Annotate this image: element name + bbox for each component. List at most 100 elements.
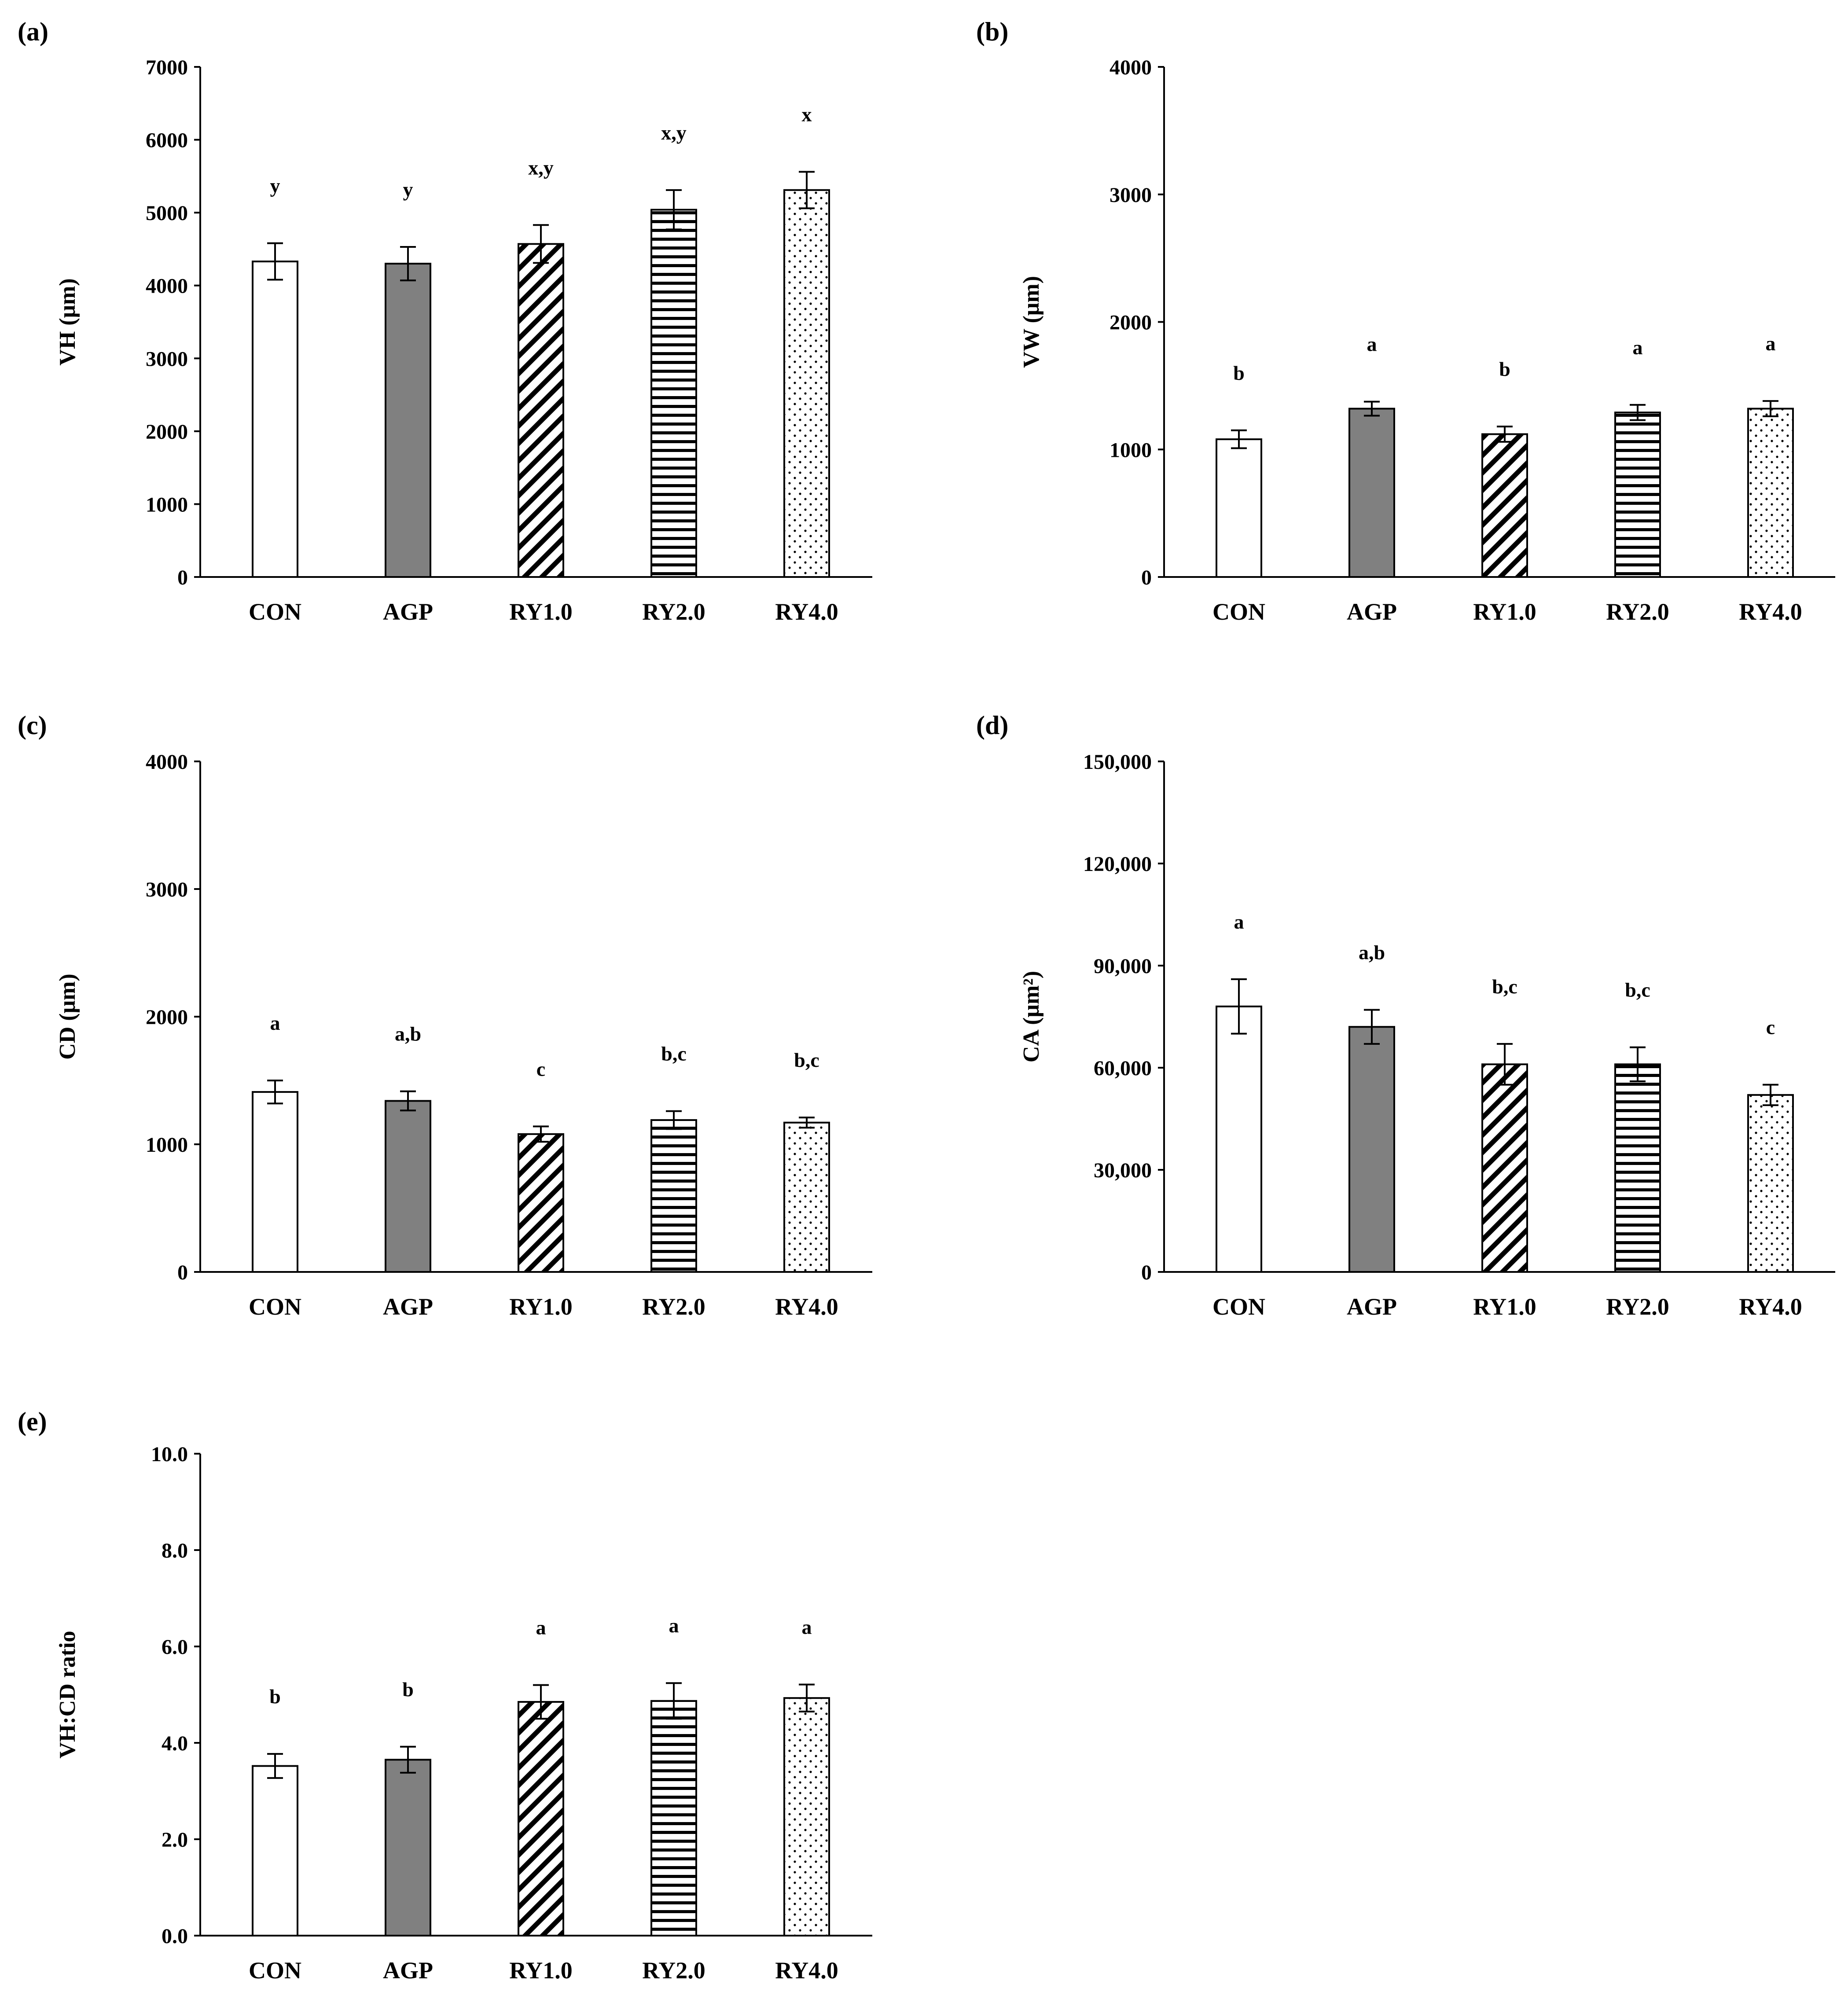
bar-con — [252, 261, 298, 578]
y-tick-label: 10.0 — [151, 1443, 188, 1466]
x-tick-label: RY4.0 — [775, 599, 838, 625]
significance-label: a — [270, 1012, 280, 1034]
bar-ry1-0 — [518, 1701, 564, 1937]
significance-label: a — [1234, 911, 1244, 933]
significance-label: x — [802, 103, 812, 125]
y-tick-label: 8.0 — [162, 1539, 188, 1562]
y-axis-title: VH (μm) — [55, 278, 80, 365]
y-tick-label: 3000 — [1110, 184, 1152, 207]
bar-ry2-0 — [1614, 1063, 1661, 1273]
y-tick-label: 4000 — [146, 275, 188, 298]
significance-label: a,b — [395, 1023, 421, 1045]
y-tick-label: 30,000 — [1094, 1159, 1152, 1182]
significance-label: c — [1766, 1016, 1775, 1039]
significance-label: c — [536, 1058, 545, 1080]
bar-con — [1216, 1005, 1262, 1273]
x-tick-label: AGP — [383, 1957, 433, 1984]
bar-con — [252, 1765, 298, 1937]
bar-ry1-0 — [518, 243, 564, 578]
bar-ry2-0 — [650, 1700, 697, 1937]
x-tick-label: RY1.0 — [509, 599, 573, 625]
bar-con — [252, 1091, 298, 1273]
significance-label: a — [536, 1617, 546, 1639]
x-tick-label: RY4.0 — [775, 1293, 838, 1320]
bar-ry2-0 — [1614, 412, 1661, 578]
chart-panel-d: (d) 0 30,000 60,000 90,000 120,000 150,000 CA (… — [976, 711, 1835, 1320]
bar-ry2-0 — [650, 1119, 697, 1273]
y-tick-label: 0 — [1141, 566, 1152, 589]
y-tick-label: 2000 — [146, 1006, 188, 1029]
x-tick-label: RY1.0 — [509, 1957, 573, 1984]
x-tick-label: RY2.0 — [642, 599, 705, 625]
panel-label: (e) — [18, 1407, 47, 1436]
y-tick-label: 5000 — [146, 202, 188, 225]
x-tick-label: RY2.0 — [642, 1293, 705, 1320]
significance-label: b — [1499, 358, 1510, 380]
y-tick-label: 4000 — [1110, 56, 1152, 79]
panel-label: (b) — [976, 17, 1008, 46]
y-tick-label: 4.0 — [162, 1732, 188, 1755]
y-tick-label: 6000 — [146, 129, 188, 152]
x-tick-label: RY2.0 — [642, 1957, 705, 1984]
x-tick-label: CON — [249, 599, 301, 625]
x-tick-label: CON — [1212, 1293, 1265, 1320]
y-tick-label: 0 — [177, 566, 188, 589]
y-tick-label: 90,000 — [1094, 955, 1152, 978]
y-tick-label: 2.0 — [162, 1828, 188, 1852]
significance-label: a — [1367, 333, 1377, 356]
y-tick-label: 1000 — [146, 1133, 188, 1157]
y-tick-label: 1000 — [146, 493, 188, 516]
significance-label: a,b — [1359, 941, 1385, 964]
significance-label: x,y — [528, 156, 554, 179]
bar-con — [1216, 438, 1262, 578]
bar-agp — [385, 263, 431, 578]
bar-agp — [1348, 1026, 1395, 1273]
x-tick-label: CON — [249, 1293, 301, 1320]
bar-agp — [385, 1100, 431, 1273]
y-tick-label: 3000 — [146, 878, 188, 901]
y-axis-title: VH:CD ratio — [55, 1631, 80, 1758]
x-tick-label: AGP — [383, 599, 433, 625]
y-tick-label: 4000 — [146, 750, 188, 774]
y-tick-label: 0 — [1141, 1261, 1152, 1284]
y-axis-title: CD (μm) — [55, 974, 80, 1060]
significance-label: a — [1766, 332, 1776, 355]
bar-agp — [385, 1759, 431, 1937]
significance-label: b — [1233, 362, 1245, 384]
x-tick-label: RY4.0 — [1739, 599, 1802, 625]
significance-label: b,c — [794, 1049, 819, 1071]
significance-label: y — [403, 178, 413, 201]
significance-label: a — [802, 1616, 812, 1639]
y-tick-label: 0.0 — [162, 1925, 188, 1948]
y-axis-title: VW (μm) — [1019, 276, 1044, 368]
chart-panel-c: (c) 0 1000 2000 3000 4000 CD (μm) CON a AGP a,b RY1… — [18, 711, 872, 1320]
x-tick-label: RY1.0 — [509, 1293, 573, 1320]
x-tick-label: CON — [249, 1957, 301, 1984]
y-tick-label: 2000 — [146, 420, 188, 444]
x-tick-label: RY2.0 — [1606, 1293, 1669, 1320]
significance-label: y — [270, 175, 280, 197]
x-tick-label: RY4.0 — [1739, 1293, 1802, 1320]
panel-label: (a) — [18, 17, 48, 46]
chart-panel-a: (a) 0 1000 2000 3000 4000 5000 6000 7000 VH (μm) C… — [18, 17, 872, 625]
bar-agp — [1348, 408, 1395, 578]
bar-ry1-0 — [518, 1133, 564, 1273]
x-tick-label: RY2.0 — [1606, 599, 1669, 625]
significance-label: a — [669, 1614, 679, 1637]
significance-label: b,c — [1492, 975, 1517, 998]
bar-ry4-0 — [783, 189, 830, 578]
significance-label: x,y — [661, 121, 687, 144]
y-axis-title: CA (μm²) — [1019, 971, 1044, 1062]
significance-label: b,c — [661, 1043, 687, 1065]
significance-label: b — [269, 1685, 281, 1708]
x-tick-label: AGP — [1347, 599, 1397, 625]
significance-label: b — [402, 1678, 414, 1701]
bar-ry1-0 — [1481, 433, 1528, 578]
bar-ry1-0 — [1481, 1063, 1528, 1273]
significance-label: b,c — [1625, 979, 1650, 1001]
y-tick-label: 6.0 — [162, 1635, 188, 1659]
y-tick-label: 60,000 — [1094, 1057, 1152, 1080]
y-tick-label: 3000 — [146, 347, 188, 371]
bar-ry4-0 — [783, 1121, 830, 1273]
y-tick-label: 120,000 — [1083, 853, 1152, 876]
